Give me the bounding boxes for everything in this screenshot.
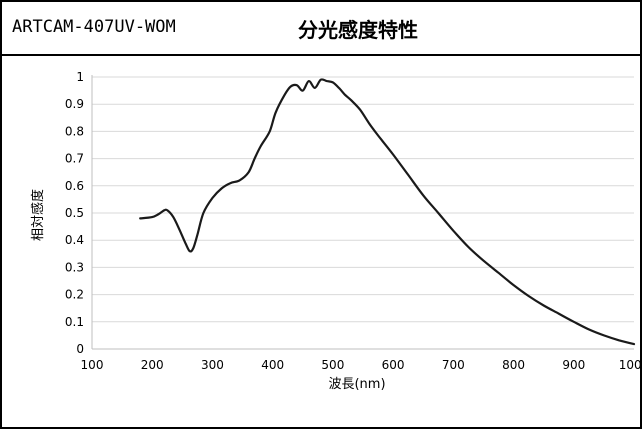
grid-lines	[92, 76, 634, 323]
y-tick-label: 0.5	[65, 206, 84, 220]
chart-title: 分光感度特性	[298, 18, 418, 42]
y-axis-label: 相対感度	[30, 189, 46, 241]
x-tick-label: 500	[321, 358, 344, 372]
y-tick-labels: 0 0.1 0.2 0.3 0.4 0.5 0.6 0.7 0.8 0.9 1	[65, 70, 84, 356]
y-tick-label: 1	[76, 70, 84, 84]
x-tick-label: 800	[502, 358, 525, 372]
x-tick-label: 300	[201, 358, 224, 372]
y-tick-label: 0.6	[65, 179, 84, 193]
x-tick-label: 700	[442, 358, 465, 372]
axes	[91, 75, 634, 350]
y-tick-label: 0.3	[65, 260, 84, 274]
x-tick-label: 200	[141, 358, 164, 372]
y-tick-label: 0	[76, 342, 84, 356]
sensitivity-curve	[139, 78, 636, 346]
x-tick-label: 1000	[619, 358, 642, 372]
y-tick-label: 0.9	[65, 97, 84, 111]
x-tick-label: 600	[382, 358, 405, 372]
y-tick-label: 0.4	[65, 233, 84, 247]
x-tick-label: 400	[261, 358, 284, 372]
x-tick-label: 900	[562, 358, 585, 372]
x-tick-label: 100	[81, 358, 104, 372]
chart-header: ARTCAM-407UV-WOM 分光感度特性	[2, 2, 640, 56]
y-tick-label: 0.7	[65, 152, 84, 166]
y-tick-label: 0.8	[65, 124, 84, 138]
y-tick-label: 0.2	[65, 288, 84, 302]
x-axis-label: 波長(nm)	[328, 377, 385, 392]
x-tick-labels: 100 200 300 400 500 600 700 800 900 1000	[81, 358, 642, 372]
model-name: ARTCAM-407UV-WOM	[12, 17, 176, 37]
y-tick-label: 0.1	[65, 315, 84, 329]
